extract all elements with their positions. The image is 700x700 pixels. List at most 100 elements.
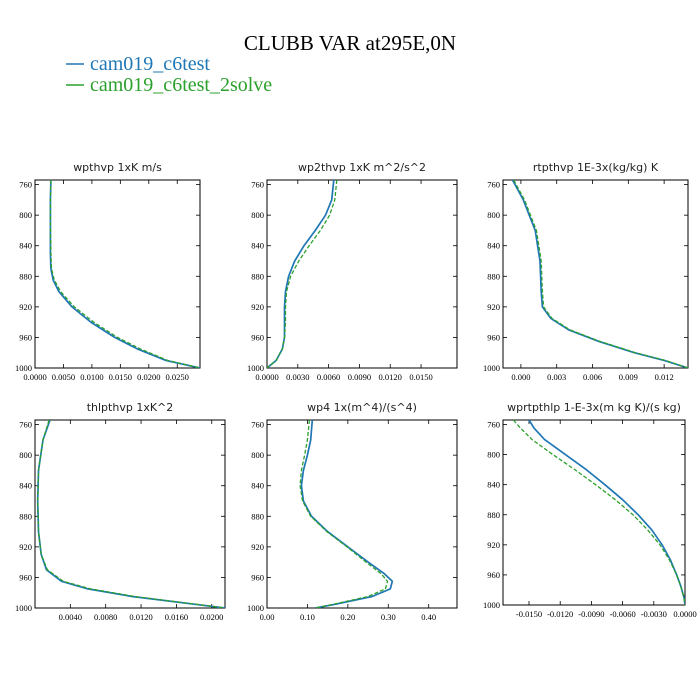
y-tick-label: 920 [19, 302, 32, 312]
x-tick-label: 0.0160 [165, 612, 188, 622]
y-tick-label: 880 [487, 510, 500, 520]
x-tick-label: 0.0200 [137, 372, 160, 382]
x-tick-label: 0.009 [619, 372, 638, 382]
y-tick-label: 800 [487, 450, 500, 460]
y-tick-label: 1000 [483, 600, 500, 610]
panel-4: thlpthvp 1xK^2 760 800 840 880 920 960 1000 0.00… [15, 401, 226, 622]
x-tick-label: 0.0150 [409, 372, 432, 382]
x-tick-label: 0.30 [381, 612, 396, 622]
x-tick-label: 0.20 [340, 612, 355, 622]
panel-title: wpthvp 1xK m/s [73, 161, 162, 174]
x-tick-label: 0.0000 [673, 609, 696, 619]
panel-title: wp4 1x(m^4)/(s^4) [307, 401, 417, 414]
y-tick-label: 960 [19, 332, 32, 342]
y-tick-label: 880 [19, 271, 32, 281]
x-tick-label: 0.003 [547, 372, 566, 382]
plot-frame [266, 419, 458, 609]
panel-title: wprtpthlp 1-E-3x(m kg K)/(s kg) [507, 401, 681, 414]
y-tick-label: 800 [487, 210, 500, 220]
x-tick-label: 0.0090 [348, 372, 371, 382]
panel-title: wp2thvp 1xK m^2/s^2 [298, 161, 426, 174]
y-tick-label: 880 [251, 271, 264, 281]
x-tick-label: 0.0150 [109, 372, 132, 382]
series-line-2 [267, 180, 338, 368]
y-tick-label: 800 [251, 210, 264, 220]
y-tick-label: 1000 [15, 603, 32, 613]
y-tick-label: 920 [487, 302, 500, 312]
y-tick-label: 920 [487, 540, 500, 550]
x-tick-label: 0.0120 [379, 372, 402, 382]
y-tick-label: 920 [251, 542, 264, 552]
series-line-2 [512, 420, 685, 605]
y-tick-label: 840 [487, 480, 500, 490]
plot-frame [502, 419, 686, 606]
legend: cam019_c6test cam019_c6test_2solve [66, 53, 272, 96]
x-tick-label: 0.10 [300, 612, 315, 622]
y-tick-label: 960 [487, 570, 500, 580]
y-tick-label: 1000 [247, 363, 264, 373]
plot-frame [34, 179, 201, 369]
y-tick-label: 760 [487, 420, 500, 430]
x-tick-label: 0.0060 [317, 372, 340, 382]
y-tick-label: 760 [487, 180, 500, 190]
plot-frame [34, 419, 226, 609]
x-tick-label: -0.0030 [641, 609, 667, 619]
x-tick-label: 0.0120 [129, 612, 152, 622]
y-tick-label: 840 [19, 481, 32, 491]
y-tick-label: 960 [487, 332, 500, 342]
x-tick-label: 0.0080 [94, 612, 117, 622]
y-tick-label: 960 [251, 332, 264, 342]
x-tick-label: 0.0050 [52, 372, 75, 382]
y-tick-label: 760 [251, 420, 264, 430]
panel-5: wp4 1x(m^4)/(s^4)76080084088092096010000… [247, 401, 458, 622]
y-tick-label: 840 [19, 241, 32, 251]
y-tick-label: 960 [251, 572, 264, 582]
panel-6: wprtpthlp 1-E-3x(m kg K)/(s kg) 760 800 840… [483, 401, 697, 619]
y-tick-label: 1000 [483, 363, 500, 373]
x-tick-label: 0.012 [655, 372, 674, 382]
y-tick-label: 840 [487, 241, 500, 251]
x-tick-label: 0.0040 [59, 612, 82, 622]
plot-frame [502, 179, 689, 369]
y-tick-label: 840 [251, 481, 264, 491]
series-line-2 [299, 420, 389, 608]
y-tick-label: 800 [251, 450, 264, 460]
x-tick-label: -0.0090 [578, 609, 604, 619]
y-tick-label: 800 [19, 450, 32, 460]
x-tick-label: -0.0120 [547, 609, 573, 619]
y-tick-label: 920 [251, 302, 264, 312]
series-line-2 [37, 420, 225, 608]
panel-grid: wpthvp 1xK m/s76080084088092096010000.00… [15, 161, 697, 622]
panel-3: rtpthvp 1E-3x(kg/kg) K 760 800 840 880 920 960… [483, 161, 689, 382]
y-tick-label: 760 [19, 420, 32, 430]
series-line-2 [49, 180, 200, 368]
legend-label-1: cam019_c6test [90, 53, 210, 75]
x-tick-label: 0.0200 [200, 612, 223, 622]
y-tick-label: 880 [487, 271, 500, 281]
x-tick-label: -0.0060 [609, 609, 635, 619]
x-tick-label: 0.000 [511, 372, 530, 382]
x-tick-label: 0.00 [260, 612, 275, 622]
x-tick-label: 0.0000 [23, 372, 46, 382]
y-tick-label: 840 [251, 241, 264, 251]
series-line-2 [513, 180, 688, 368]
x-tick-label: 0.0030 [286, 372, 309, 382]
panel-1: wpthvp 1xK m/s76080084088092096010000.00… [15, 161, 201, 382]
y-tick-label: 800 [19, 210, 32, 220]
y-tick-label: 1000 [247, 603, 264, 613]
y-tick-label: 760 [251, 180, 264, 190]
y-tick-label: 1000 [15, 363, 32, 373]
y-tick-label: 880 [251, 511, 264, 521]
x-tick-label: -0.0150 [516, 609, 542, 619]
x-tick-label: 0.40 [421, 612, 436, 622]
panel-title: thlpthvp 1xK^2 [87, 401, 174, 414]
x-tick-label: 0.0250 [166, 372, 189, 382]
y-tick-label: 880 [19, 511, 32, 521]
y-tick-label: 920 [19, 542, 32, 552]
x-tick-label: 0.006 [583, 372, 602, 382]
plot-frame [266, 179, 458, 369]
panel-title: rtpthvp 1E-3x(kg/kg) K [533, 161, 659, 174]
panel-2: wp2thvp 1xK m^2/s^2 760 800 840 880 920 960 100… [247, 161, 458, 382]
